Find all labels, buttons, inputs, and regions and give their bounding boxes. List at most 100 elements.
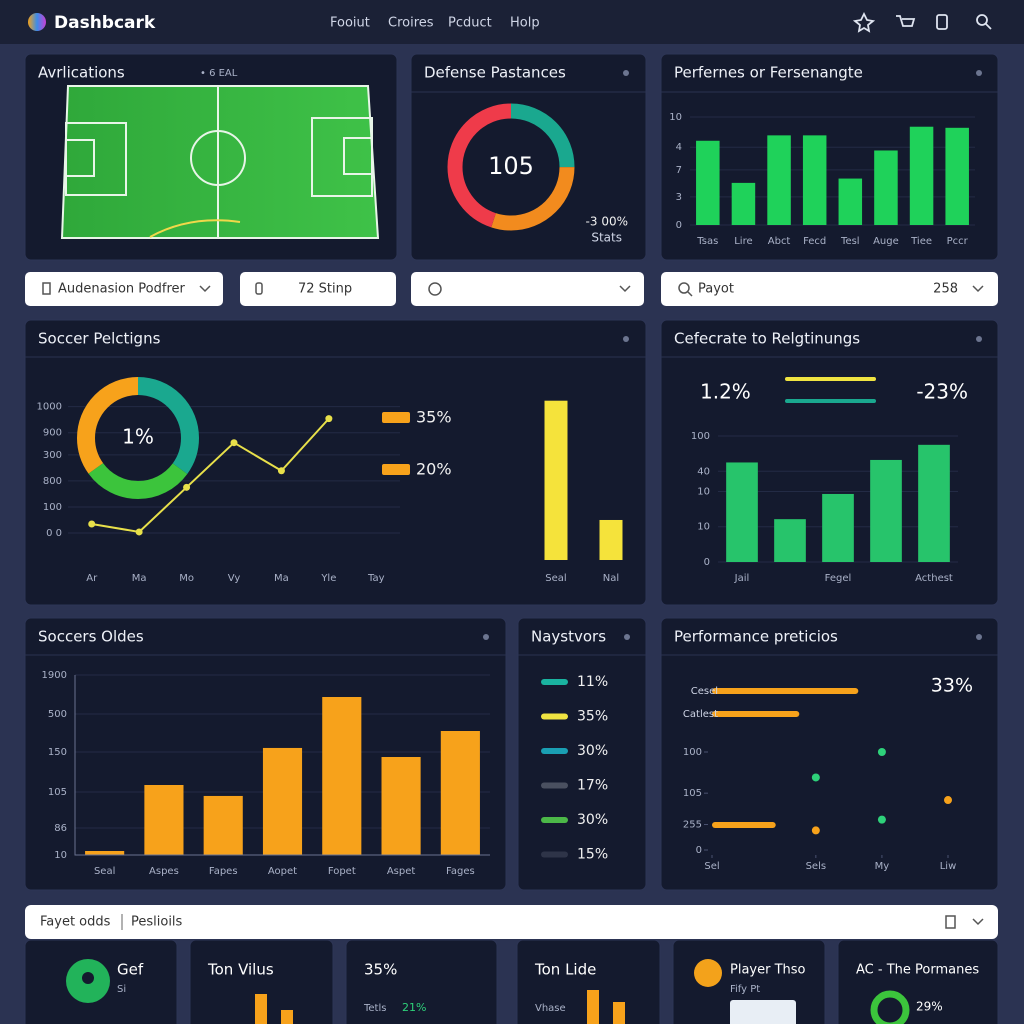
legend-swatch xyxy=(541,817,568,823)
x-tick-label: Jail xyxy=(734,573,750,584)
hbar-label: Cesel xyxy=(691,686,718,697)
bar xyxy=(822,493,854,562)
filters xyxy=(25,272,998,306)
bar xyxy=(870,459,902,562)
caption: Stats xyxy=(591,231,622,245)
card-icon xyxy=(694,959,722,987)
card-bar xyxy=(281,1010,293,1024)
x-tick-label: Tesl xyxy=(840,236,860,247)
x-tick-label: Ma xyxy=(132,573,147,584)
x-tick-label: Tiee xyxy=(910,236,932,247)
legend-label: 17% xyxy=(577,778,608,794)
x-tick-label: Acthest xyxy=(915,573,953,584)
point xyxy=(88,520,96,528)
axis xyxy=(74,675,490,856)
search-label: Fayet odds xyxy=(40,915,111,930)
search-value: 258 xyxy=(933,282,958,297)
y-tick-label: 0 xyxy=(704,557,710,568)
legend-swatch xyxy=(541,679,568,685)
point xyxy=(230,439,238,447)
x-tick-label: Seal xyxy=(94,866,115,877)
y-tick-label: 7 xyxy=(676,165,682,176)
nav-item[interactable]: Pcduct xyxy=(448,16,492,31)
search-bar[interactable] xyxy=(25,905,998,939)
y-tick-label: 10 xyxy=(669,112,682,123)
menu-dot[interactable] xyxy=(976,70,982,76)
menu-dot[interactable] xyxy=(623,336,629,342)
y-tick-label: 1000 xyxy=(37,402,62,413)
card-title: AC - The Pormanes xyxy=(856,963,979,978)
nav-item[interactable]: Holp xyxy=(510,16,540,31)
y-tick-label: 3 xyxy=(676,192,682,203)
y-tick-label: 500 xyxy=(48,709,67,720)
bar xyxy=(802,135,827,225)
y-tick-label: 4 xyxy=(676,142,682,153)
dropdown[interactable] xyxy=(25,272,223,306)
panel-title: Defense Pastances xyxy=(424,64,566,82)
donut-segment xyxy=(447,103,575,231)
y-tick-label: 105 xyxy=(48,787,67,798)
bar xyxy=(918,444,950,562)
bar xyxy=(874,150,898,225)
card xyxy=(189,939,334,1024)
file-icon[interactable] xyxy=(936,14,948,30)
hbar xyxy=(712,711,800,717)
menu-dot[interactable] xyxy=(976,634,982,640)
panel-title: Soccer Pelctigns xyxy=(38,330,161,348)
menu-dot[interactable] xyxy=(976,336,982,342)
point xyxy=(811,773,820,782)
panel-title: Cefecrate to Relgtinungs xyxy=(674,330,860,348)
x-tick-label: Fopet xyxy=(328,866,356,877)
y-tick-label: 105 xyxy=(683,788,702,799)
x-tick-label: Fegel xyxy=(825,573,852,584)
panel-title: Naystvors xyxy=(531,628,606,646)
x-tick-label: Tay xyxy=(367,573,385,584)
card-label: Vhase xyxy=(535,1003,566,1014)
bar xyxy=(767,135,791,225)
nav-item[interactable]: Croires xyxy=(388,16,434,31)
x-tick-label: Auge xyxy=(873,236,899,247)
search-icon[interactable] xyxy=(976,14,988,26)
x-tick-label: Fecd xyxy=(803,236,826,247)
x-tick-label: Sel xyxy=(704,861,719,872)
panel xyxy=(660,617,999,891)
y-tick-label: 0 xyxy=(676,220,682,231)
panel xyxy=(24,319,647,606)
donut-segment xyxy=(447,103,575,231)
legend-swatch xyxy=(785,399,876,403)
hbar xyxy=(712,688,859,694)
bar xyxy=(144,785,184,855)
bar xyxy=(381,757,421,855)
cart-icon[interactable] xyxy=(896,15,916,27)
menu-dot[interactable] xyxy=(624,634,630,640)
y-tick-label: 900 xyxy=(43,428,62,439)
menu-dot[interactable] xyxy=(483,634,489,640)
card-image xyxy=(730,1000,796,1024)
input[interactable] xyxy=(240,272,396,306)
menu-dot[interactable] xyxy=(623,70,629,76)
bar xyxy=(440,731,480,855)
donut-segment xyxy=(77,377,199,499)
nav-item[interactable]: Fooiut xyxy=(330,16,370,31)
search-icons[interactable] xyxy=(945,915,984,929)
card-title: Ton Lide xyxy=(534,961,596,979)
point xyxy=(944,796,952,805)
point xyxy=(877,815,886,824)
brand: Dashbcark xyxy=(54,13,156,33)
card-subtitle: Fify Pt xyxy=(730,984,760,995)
y-tick-label: 100 xyxy=(43,502,62,513)
dropdown[interactable] xyxy=(411,272,644,306)
y-tick-label: 10 xyxy=(697,486,710,497)
search-input[interactable] xyxy=(661,272,998,306)
search-label: Payot xyxy=(698,282,734,297)
star-icon[interactable] xyxy=(852,11,876,33)
bar xyxy=(945,127,969,225)
panel-dividers xyxy=(25,91,998,656)
y-tick-label: 0 xyxy=(696,845,702,856)
x-tick-label: Ma xyxy=(274,573,289,584)
legend-label: 15% xyxy=(577,847,608,863)
bar xyxy=(909,126,934,225)
legend-label: 30% xyxy=(577,743,608,759)
